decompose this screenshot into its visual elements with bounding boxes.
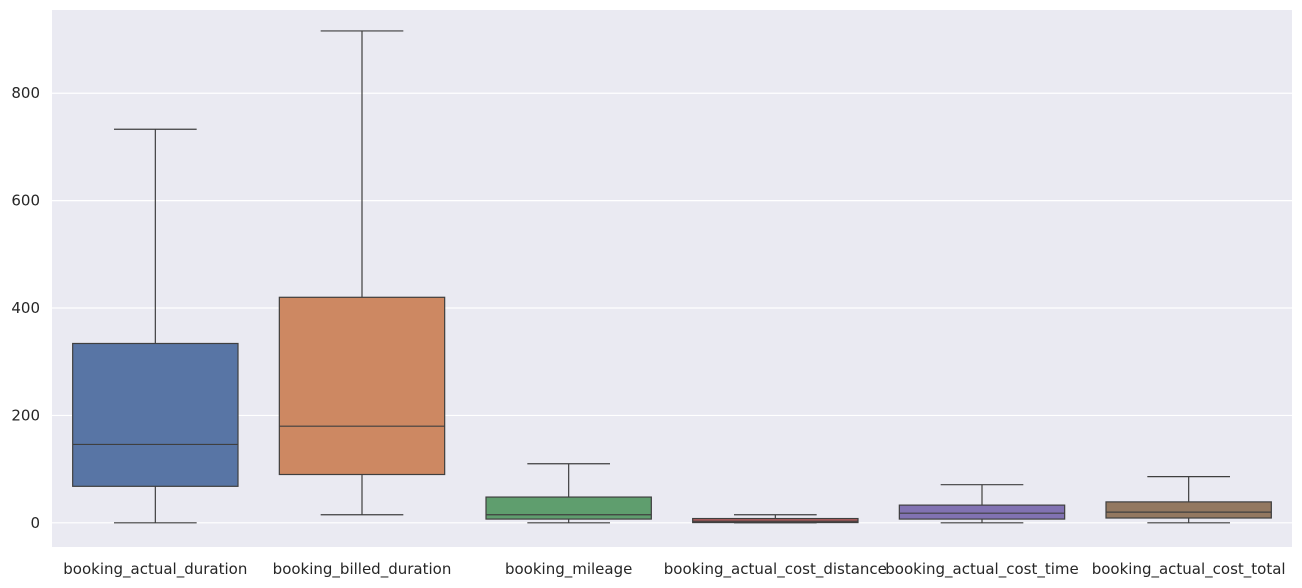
box-booking_actual_cost_total xyxy=(1105,476,1272,524)
box-booking_actual_duration xyxy=(72,128,239,524)
iqr-box xyxy=(898,504,1066,520)
iqr-box xyxy=(278,296,446,476)
iqr-box xyxy=(1105,501,1272,519)
iqr-box xyxy=(692,517,859,524)
plot-area xyxy=(52,10,1292,547)
iqr-box xyxy=(485,496,652,520)
x-category-label: booking_billed_duration xyxy=(273,560,452,579)
y-axis-tick-labels: 0 200 400 600 800 xyxy=(11,84,40,532)
box-booking_actual_cost_distance xyxy=(692,514,859,524)
iqr-box xyxy=(72,342,239,487)
x-category-label: booking_actual_cost_distance xyxy=(664,560,887,579)
x-category-label: booking_actual_cost_time xyxy=(885,560,1078,579)
box-booking_billed_duration xyxy=(278,30,446,516)
box-series xyxy=(72,30,1272,524)
x-category-label: booking_actual_cost_total xyxy=(1092,560,1286,579)
y-tick-label: 400 xyxy=(11,299,40,317)
y-gridlines xyxy=(52,92,1292,524)
y-tick-label: 200 xyxy=(11,406,40,424)
y-tick-label: 0 xyxy=(30,514,40,532)
box-booking_actual_cost_time xyxy=(898,484,1066,524)
box-booking_mileage xyxy=(485,463,652,524)
y-tick-label: 800 xyxy=(11,84,40,102)
x-axis-category-labels: booking_actual_duration booking_billed_du… xyxy=(63,560,1285,579)
y-tick-label: 600 xyxy=(11,192,40,210)
x-category-label: booking_mileage xyxy=(505,560,632,579)
x-category-label: booking_actual_duration xyxy=(63,560,247,579)
